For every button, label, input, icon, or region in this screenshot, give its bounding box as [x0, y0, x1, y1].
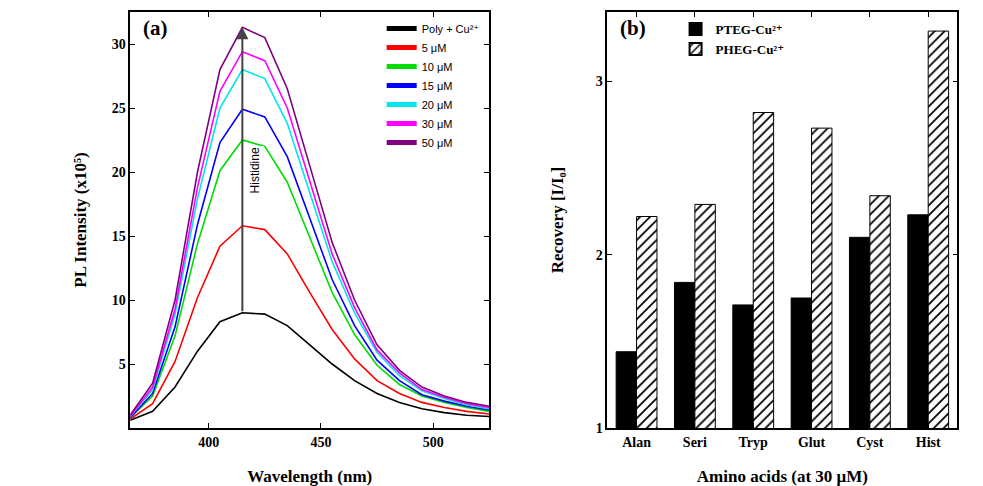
svg-text:Histidine: Histidine [248, 147, 262, 193]
svg-text:5: 5 [119, 357, 126, 372]
svg-text:5 μM: 5 μM [422, 42, 447, 54]
svg-text:PL Intensity (x10⁵): PL Intensity (x10⁵) [71, 152, 90, 287]
svg-text:(b): (b) [620, 16, 646, 40]
svg-text:20 μM: 20 μM [422, 99, 453, 111]
svg-text:Poly + Cu²⁺: Poly + Cu²⁺ [422, 23, 480, 35]
svg-text:15 μM: 15 μM [422, 80, 453, 92]
svg-text:500: 500 [423, 435, 444, 450]
svg-text:1: 1 [596, 421, 603, 436]
svg-text:Glut: Glut [798, 435, 826, 450]
svg-text:20: 20 [112, 165, 126, 180]
svg-text:Amino acids (at 30 μM): Amino acids (at 30 μM) [697, 467, 868, 486]
svg-text:10 μM: 10 μM [422, 61, 453, 73]
svg-text:Cyst: Cyst [856, 435, 884, 450]
svg-text:30 μM: 30 μM [422, 118, 453, 130]
svg-text:400: 400 [198, 435, 219, 450]
svg-text:10: 10 [112, 293, 126, 308]
svg-text:PTEG-Cu²⁺: PTEG-Cu²⁺ [716, 22, 783, 37]
svg-text:3: 3 [596, 74, 603, 89]
svg-text:25: 25 [112, 101, 126, 116]
svg-text:PHEG-Cu²⁺: PHEG-Cu²⁺ [716, 42, 785, 57]
svg-text:Wavelength (nm): Wavelength (nm) [247, 467, 372, 486]
svg-text:Alan: Alan [622, 435, 651, 450]
svg-text:450: 450 [310, 435, 331, 450]
svg-text:(a): (a) [143, 16, 168, 40]
svg-text:Tryp: Tryp [739, 435, 769, 450]
svg-text:2: 2 [596, 248, 603, 263]
svg-text:15: 15 [112, 229, 126, 244]
svg-text:50 μM: 50 μM [422, 137, 453, 149]
svg-text:Seri: Seri [683, 435, 707, 450]
svg-text:30: 30 [112, 37, 126, 52]
svg-text:Recovery [I/I₀]: Recovery [I/I₀] [548, 167, 567, 274]
svg-text:Hist: Hist [916, 435, 941, 450]
